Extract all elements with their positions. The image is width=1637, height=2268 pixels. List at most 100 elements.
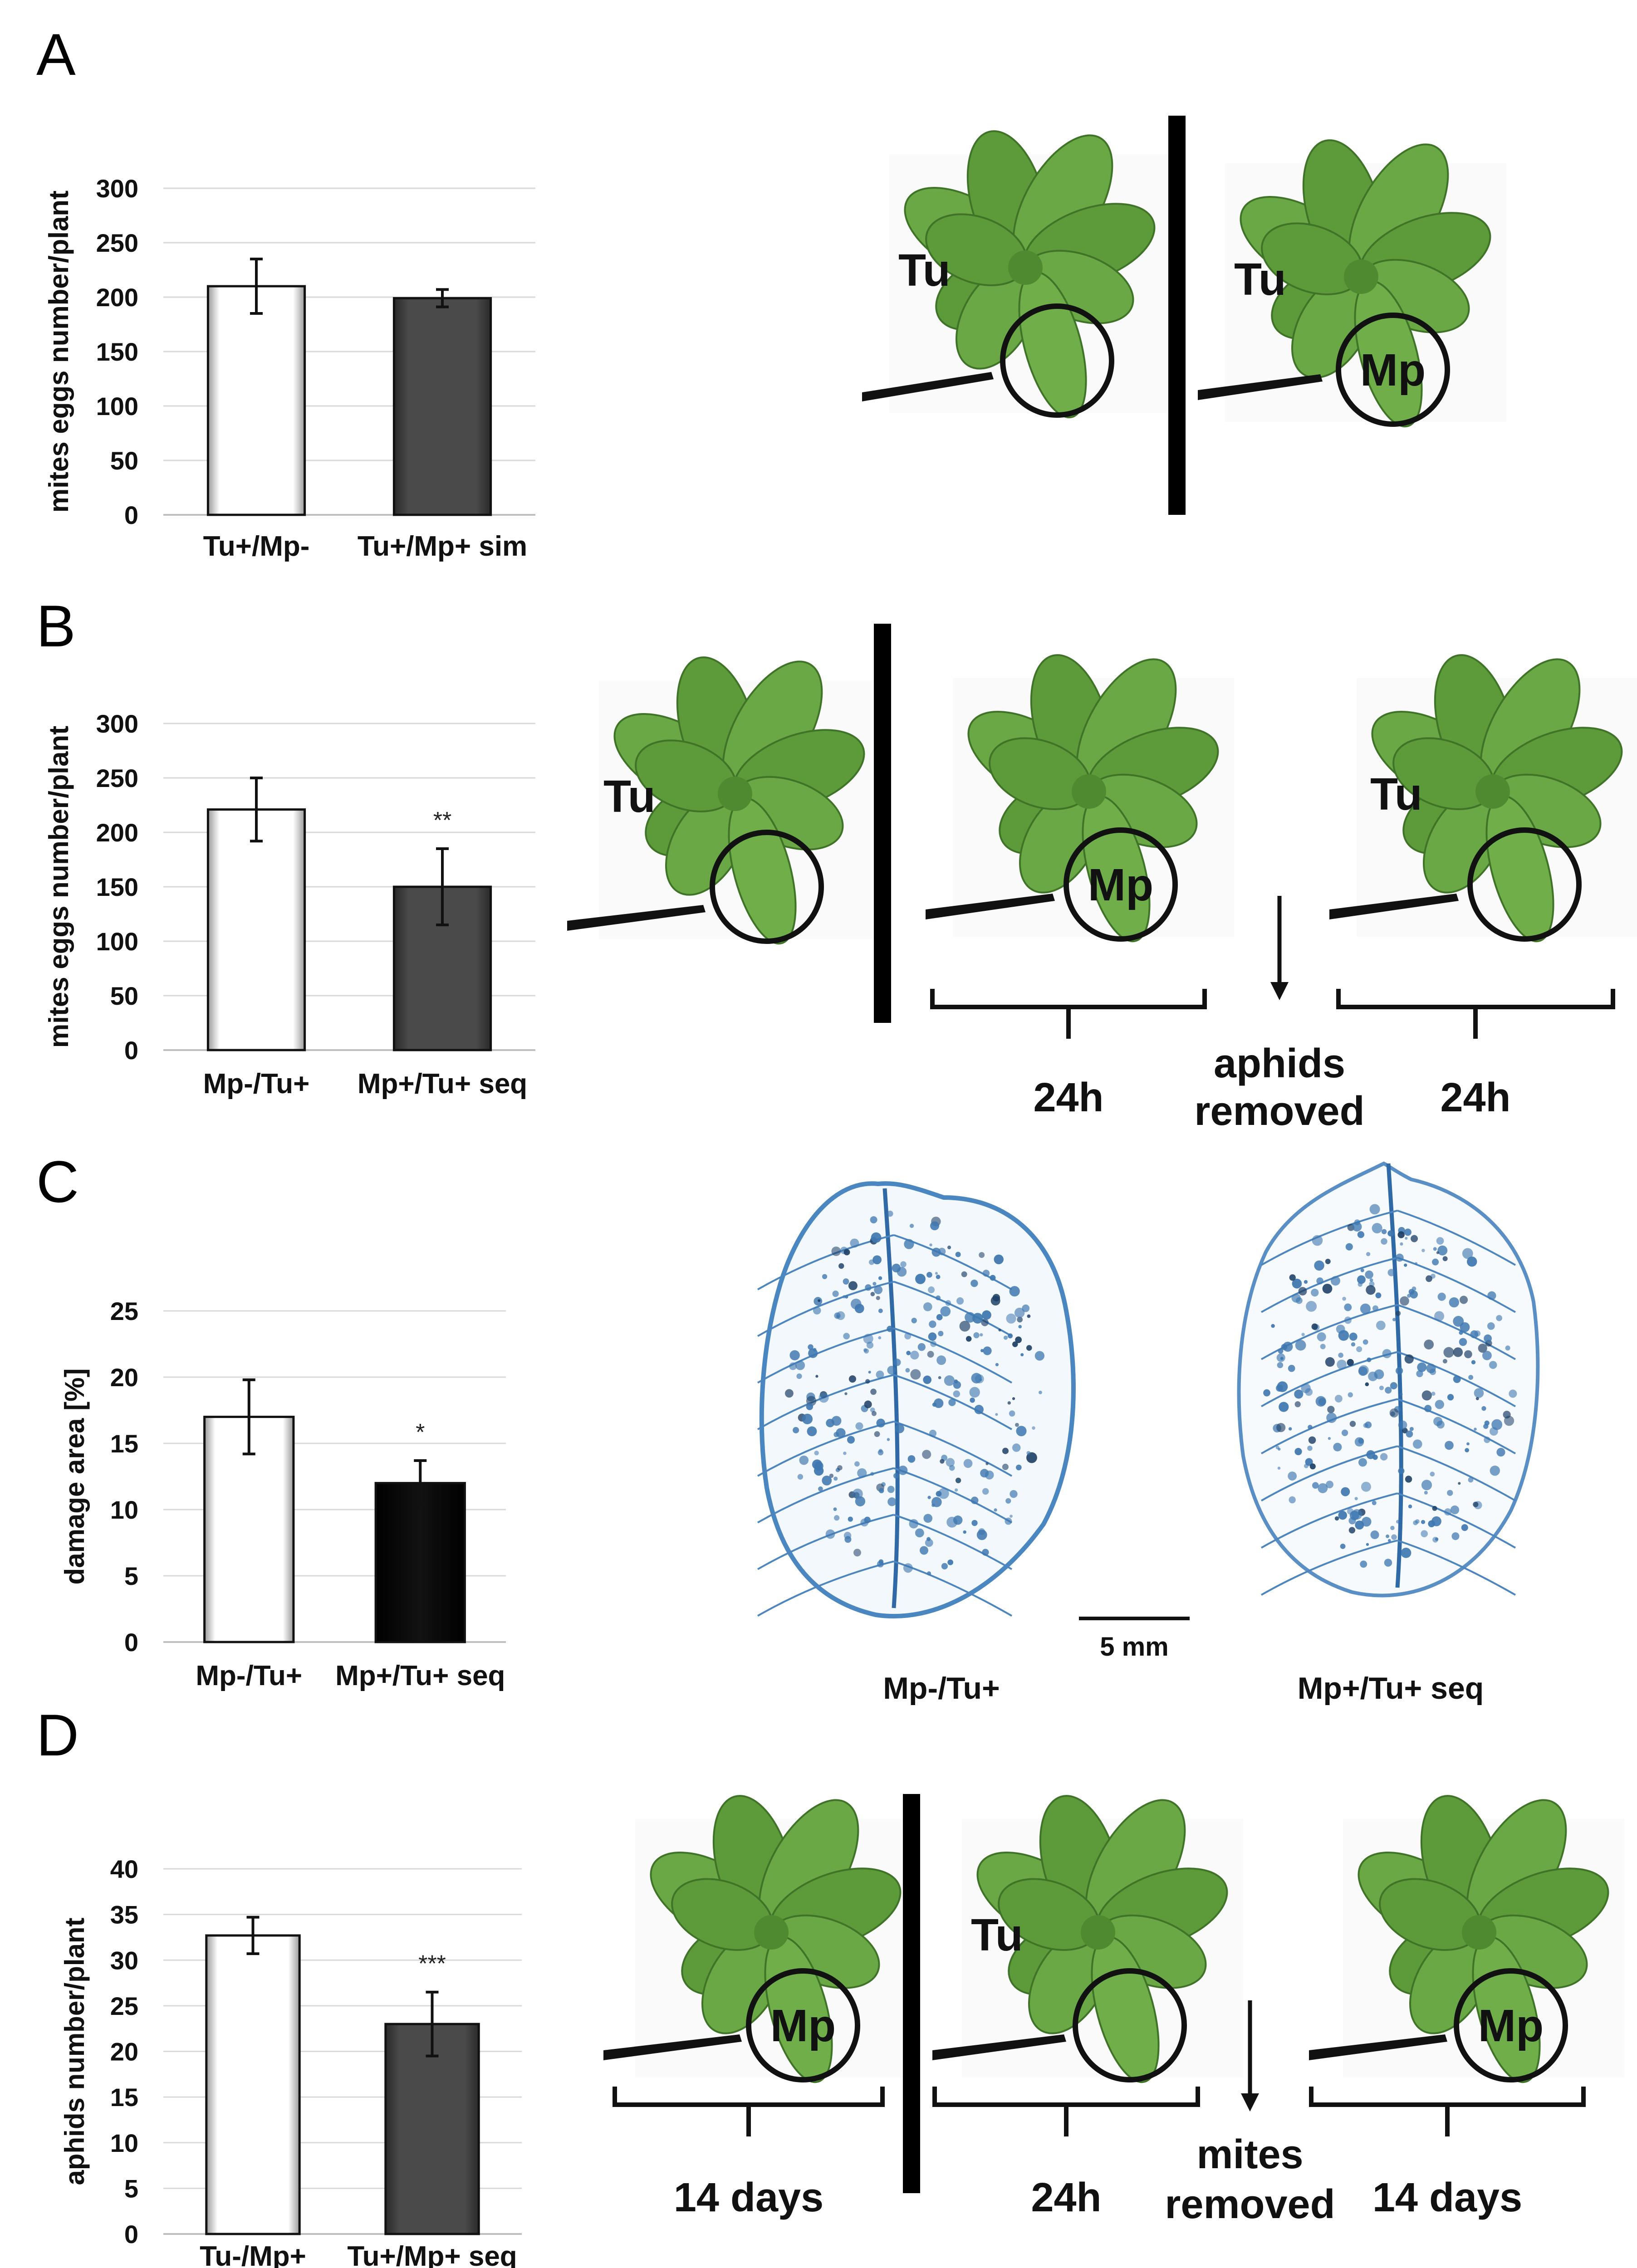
stain-spot [904, 1333, 912, 1339]
stain-spot [1385, 1387, 1392, 1394]
stain-spot [1005, 1517, 1012, 1525]
stain-spot [818, 1486, 823, 1491]
stained-leaf-2 [1237, 1161, 1540, 1598]
stain-spot [1340, 1544, 1346, 1549]
stain-spot [1478, 1344, 1487, 1353]
stain-spot [926, 1272, 932, 1278]
y-axis-title: mites eggs number/plant [44, 726, 74, 1048]
stain-spot [1325, 1357, 1335, 1367]
stain-spot [1360, 1560, 1367, 1568]
stain-spot [850, 1238, 859, 1248]
stain-spot [926, 1537, 931, 1541]
stain-spot [871, 1232, 882, 1243]
rosette-center [1081, 1915, 1115, 1950]
y-tick-label: 25 [110, 1992, 138, 2020]
bar [384, 2023, 480, 2235]
stain-spot [1462, 1248, 1473, 1259]
stain-spot [1012, 1397, 1015, 1400]
stain-spot [961, 1271, 967, 1277]
y-tick-label: 25 [110, 1297, 138, 1325]
stain-spot [1375, 1292, 1382, 1299]
category-label: Tu+/Mp+ sim [358, 531, 527, 562]
stain-spot [872, 1255, 882, 1265]
stain-spot [998, 1329, 1001, 1332]
stain-spot [1363, 1423, 1368, 1428]
timeline-label-mites: mites [1196, 2132, 1303, 2177]
stain-spot [1444, 1508, 1451, 1516]
stain-spot [948, 1398, 956, 1406]
stain-spot [1433, 1417, 1443, 1426]
stain-spot [1424, 1491, 1428, 1495]
stain-spot [864, 1349, 869, 1354]
stain-spot [923, 1514, 933, 1523]
stain-spot [1279, 1402, 1289, 1412]
stain-spot [1390, 1525, 1395, 1530]
y-tick-label: 20 [110, 2038, 138, 2066]
stain-spot [1400, 1296, 1409, 1306]
stain-spot [1459, 1330, 1463, 1335]
lateral-vein [757, 1467, 894, 1524]
lateral-vein [893, 1374, 1012, 1430]
stain-spot [966, 1336, 972, 1342]
stain-spot [1372, 1454, 1378, 1460]
bar [206, 285, 306, 516]
stain-spot [1467, 1256, 1477, 1267]
stain-spot [1421, 1390, 1432, 1401]
stain-spot [990, 1275, 996, 1281]
stain-spot [940, 1306, 951, 1317]
stain-spot [1496, 1447, 1505, 1457]
bar [205, 1934, 301, 2235]
stain-spot [911, 1318, 917, 1324]
y-tick-label: 250 [96, 764, 138, 792]
lateral-vein [1397, 1445, 1516, 1502]
divider-bar [903, 1794, 920, 2193]
stain-spot [963, 1459, 973, 1468]
stain-spot [910, 1350, 919, 1360]
stain-spot [1276, 1353, 1285, 1362]
stain-spot [870, 1292, 875, 1296]
stain-spot [1407, 1294, 1411, 1298]
stain-spot [854, 1461, 860, 1467]
stain-spot [1387, 1269, 1395, 1276]
stain-spot [818, 1393, 829, 1403]
timeline-label-24h: 24h [1031, 2175, 1101, 2220]
significance-marker: ** [433, 807, 451, 834]
timeline-label-24h: 24h [1440, 1075, 1510, 1120]
stain-spot [940, 1459, 945, 1464]
lateral-vein [1397, 1540, 1516, 1596]
stain-spot [876, 1418, 885, 1427]
stain-spot [970, 1496, 979, 1504]
stain-spot [1304, 1463, 1309, 1468]
plant-photo-d1: Mp [603, 1795, 917, 2083]
y-axis-title: damage area [%] [59, 1369, 90, 1585]
y-tick-label: 30 [110, 1946, 138, 1975]
y-tick-label: 100 [96, 392, 138, 420]
stain-spot [1337, 1359, 1347, 1370]
y-tick-label: 150 [96, 873, 138, 901]
stain-spot [1352, 1509, 1363, 1520]
category-label: Mp-/Tu+ [196, 1660, 302, 1691]
stain-spot [909, 1223, 914, 1228]
stain-spot [980, 1333, 983, 1337]
panel-letter-b: B [36, 593, 76, 659]
stain-spot [1404, 1263, 1407, 1267]
stain-spot [1263, 1389, 1270, 1397]
stain-spot [919, 1546, 928, 1555]
stain-spot [887, 1486, 895, 1493]
lateral-vein [1397, 1398, 1516, 1455]
stain-spot [994, 1508, 997, 1512]
stain-spot [829, 1473, 834, 1478]
category-label: Tu+/Mp- [203, 531, 310, 562]
down-arrow [1270, 896, 1289, 1000]
stain-spot [892, 1263, 901, 1273]
lateral-vein [757, 1514, 894, 1570]
stain-spot [1395, 1253, 1404, 1262]
stain-spot [1400, 1242, 1403, 1246]
stain-spot [1336, 1325, 1345, 1334]
stain-spot [1442, 1359, 1447, 1364]
stain-spot [844, 1392, 848, 1395]
stain-spot [934, 1398, 944, 1408]
stain-spot [893, 1359, 901, 1366]
stain-spot [1009, 1410, 1015, 1417]
stain-spot [1357, 1275, 1366, 1284]
